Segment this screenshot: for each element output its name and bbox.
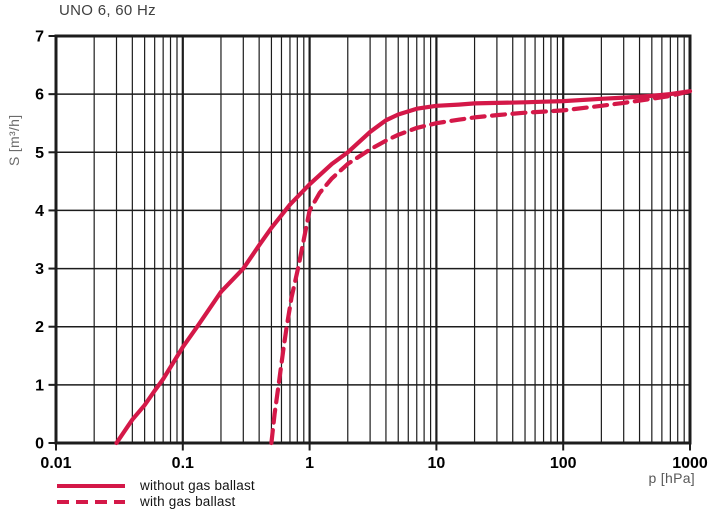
y-tick-label: 6 xyxy=(35,87,44,104)
dashed-line-swatch xyxy=(57,499,125,504)
legend-label: without gas ballast xyxy=(140,478,255,493)
chart-title: UNO 6, 60 Hz xyxy=(59,2,156,19)
legend-item-without-gas-ballast: without gas ballast xyxy=(57,478,255,493)
legend-label: with gas ballast xyxy=(140,494,236,509)
plot-border xyxy=(54,34,692,445)
x-tick-label: 1 xyxy=(305,455,314,472)
y-tick-label: 1 xyxy=(35,377,44,394)
y-tick-label: 4 xyxy=(35,203,44,220)
curve-without-gas-ballast xyxy=(114,89,693,446)
y-tick-label: 0 xyxy=(35,436,44,453)
y-tick-label: 2 xyxy=(35,319,44,336)
x-axis-label: p [hPa] xyxy=(648,470,695,486)
solid-line-swatch xyxy=(57,483,125,488)
x-tick-label: 10 xyxy=(428,455,446,472)
x-tick-label: 0.1 xyxy=(172,455,194,472)
legend: without gas ballast with gas ballast xyxy=(57,478,255,509)
x-tick-label: 1000 xyxy=(672,455,708,472)
x-tick-label: 0.01 xyxy=(40,455,71,472)
y-tick-label: 3 xyxy=(35,261,44,278)
legend-item-with-gas-ballast: with gas ballast xyxy=(57,494,255,509)
x-tick-label: 100 xyxy=(550,455,577,472)
curve-with-gas-ballast xyxy=(269,89,693,446)
y-tick-label: 7 xyxy=(35,29,44,46)
y-tick-label: 5 xyxy=(35,145,44,162)
